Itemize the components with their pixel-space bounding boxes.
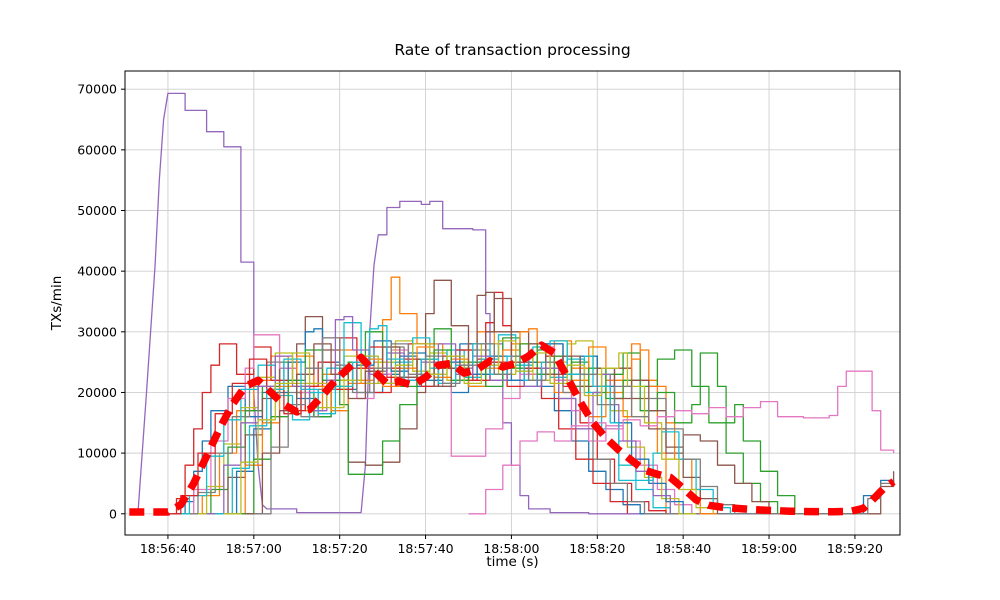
y-tick-label: 10000 <box>77 446 117 461</box>
x-tick-label: 18:56:40 <box>140 541 196 556</box>
x-axis-label: time (s) <box>486 554 539 570</box>
series-line-15 <box>206 315 671 515</box>
x-tick-label: 18:58:40 <box>655 541 711 556</box>
chart-title: Rate of transaction processing <box>394 41 631 59</box>
x-tick-label: 18:57:00 <box>226 541 282 556</box>
series-line-16 <box>245 291 719 515</box>
y-tick-label: 70000 <box>77 82 117 97</box>
x-tick-label: 18:58:20 <box>569 541 625 556</box>
y-tick-label: 60000 <box>77 142 117 157</box>
plot-border <box>124 70 901 536</box>
y-axis-label: TXs/min <box>49 275 65 331</box>
y-tick-label: 40000 <box>77 264 117 279</box>
y-tick-label: 20000 <box>77 385 117 400</box>
y-tick-label: 0 <box>109 506 117 521</box>
x-tick-label: 18:58:00 <box>483 541 539 556</box>
series-line-1 <box>137 92 748 515</box>
series-line-10 <box>180 322 671 515</box>
series-line-18 <box>223 340 714 515</box>
series-line-19 <box>253 337 736 515</box>
tick-labels: 18:56:40 18:57:00 18:57:20 18:57:40 18:58:00… <box>77 82 883 556</box>
series-line-12 <box>228 328 718 515</box>
x-tick-label: 18:59:00 <box>741 541 797 556</box>
median-line <box>129 341 896 516</box>
x-tick-label: 18:57:40 <box>397 541 453 556</box>
series-group <box>129 92 896 516</box>
y-tick-label: 30000 <box>77 324 117 339</box>
series-line-13 <box>236 343 796 515</box>
x-tick-label: 18:57:20 <box>312 541 368 556</box>
x-tick-label: 18:59:20 <box>827 541 883 556</box>
y-tick-label: 50000 <box>77 203 117 218</box>
series-line-20 <box>468 370 895 515</box>
